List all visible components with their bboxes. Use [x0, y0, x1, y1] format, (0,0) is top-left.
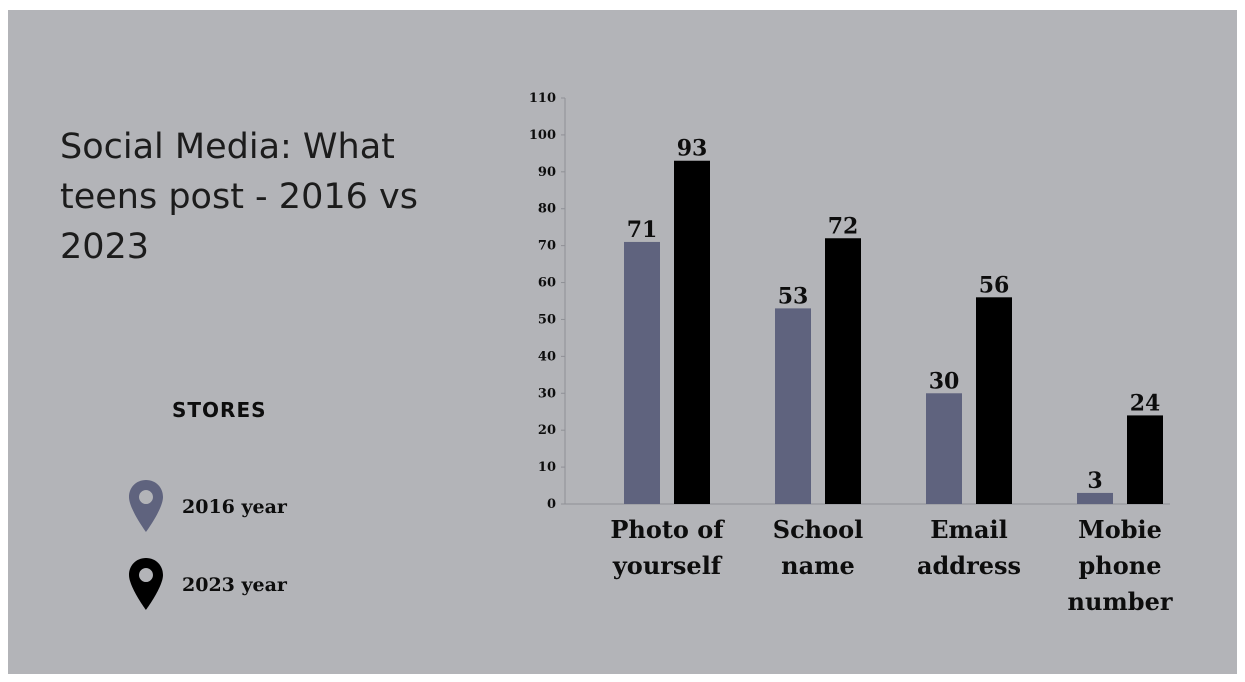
legend-heading: STORES — [172, 398, 267, 422]
y-tick-label: 20 — [538, 423, 556, 438]
bar — [674, 160, 710, 504]
legend-label: 2016 year — [182, 496, 287, 518]
x-tick-label-line: Email — [930, 515, 1007, 544]
bar — [825, 238, 861, 504]
bar — [624, 241, 660, 505]
slide-background — [8, 10, 1237, 674]
data-label: 93 — [677, 136, 708, 162]
y-tick-label: 10 — [538, 460, 556, 475]
bar — [926, 393, 962, 504]
map-pin-icon — [129, 480, 163, 532]
bar — [976, 297, 1012, 504]
x-tick-label-line: School — [773, 515, 864, 544]
x-tick-label-line: yourself — [612, 551, 723, 580]
x-tick-label-line: number — [1068, 587, 1173, 616]
bar — [1077, 492, 1113, 504]
data-label: 53 — [778, 283, 809, 309]
y-tick-label: 90 — [538, 165, 556, 180]
y-tick-label: 0 — [547, 497, 556, 512]
x-tick-label-line: phone — [1079, 551, 1162, 580]
y-tick-label: 60 — [538, 276, 556, 291]
x-tick-label-line: address — [917, 551, 1021, 580]
legend-item-2016: 2016 year — [126, 478, 346, 534]
data-label: 71 — [627, 217, 658, 243]
legend-label: 2023 year — [182, 574, 287, 596]
data-label: 72 — [828, 213, 859, 239]
x-tick-label: Mobie phone number — [1068, 515, 1173, 616]
y-tick-label: 100 — [529, 128, 556, 143]
y-tick-label: 50 — [538, 312, 556, 327]
y-tick-label: 30 — [538, 386, 556, 401]
map-pin-icon — [129, 558, 163, 610]
x-tick-label: Photo of yourself — [610, 515, 725, 580]
y-tick-label: 110 — [529, 91, 556, 106]
x-tick-label-line: Photo of — [610, 515, 725, 544]
data-label: 24 — [1130, 390, 1161, 416]
x-tick-label-line: name — [781, 551, 855, 580]
bar — [775, 308, 811, 504]
bar-chart: 0 10 20 30 40 50 60 70 80 90 100 110 71 93 Photo of you… — [529, 91, 1173, 616]
data-label: 30 — [929, 368, 960, 394]
y-tick-label: 80 — [538, 202, 556, 217]
x-tick-label: School name — [773, 515, 864, 580]
y-tick-label: 70 — [538, 239, 556, 254]
legend-item-2023: 2023 year — [126, 556, 346, 612]
chart-title: Social Media: What teens post - 2016 vs … — [60, 127, 418, 267]
x-tick-label-line: Mobie — [1078, 515, 1162, 544]
data-label: 3 — [1087, 468, 1102, 494]
data-label: 56 — [979, 272, 1010, 298]
y-tick-label: 40 — [538, 349, 556, 364]
x-tick-label: Email address — [917, 515, 1021, 580]
bar — [1127, 415, 1163, 504]
